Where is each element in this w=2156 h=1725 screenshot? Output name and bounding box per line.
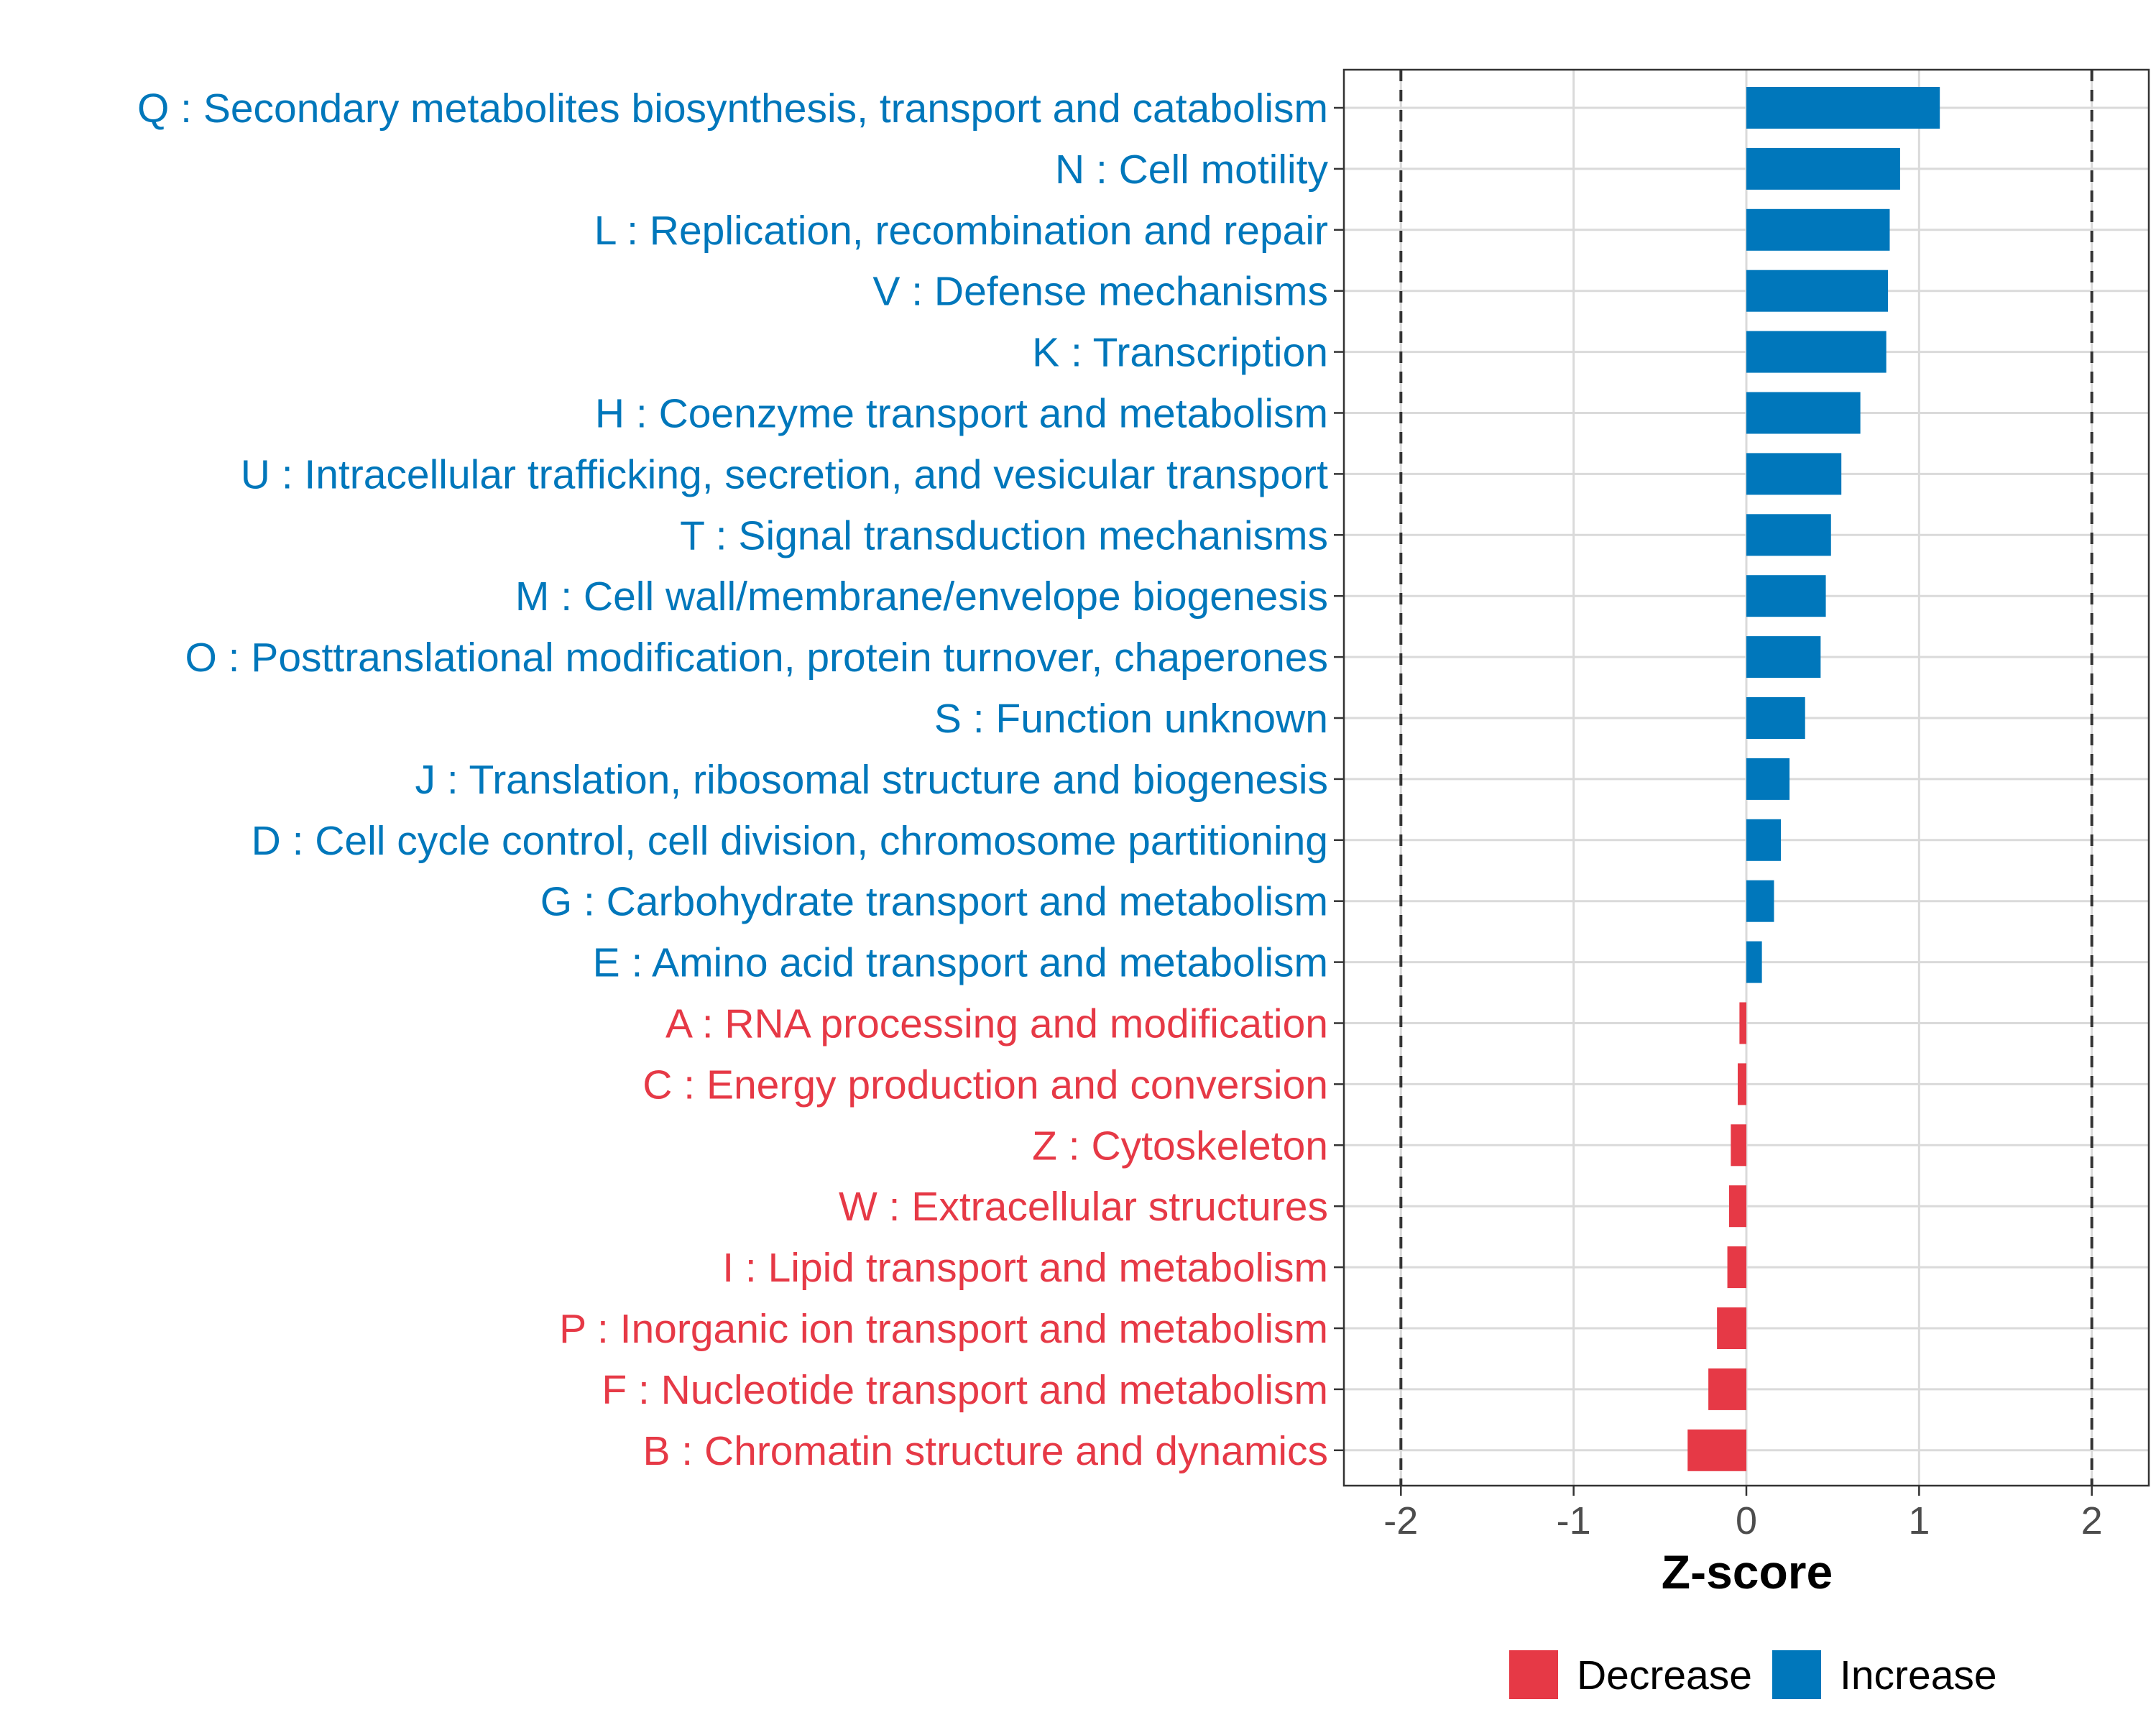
category-label: W : Extracellular structures	[839, 1184, 1328, 1230]
category-label: C : Energy production and conversion	[642, 1062, 1328, 1108]
legend-swatch	[1509, 1650, 1558, 1699]
reference-lines	[1399, 70, 2093, 1486]
x-tick-label: 2	[2081, 1499, 2103, 1542]
bar	[1739, 1002, 1746, 1044]
category-label: E : Amino acid transport and metabolism	[593, 940, 1328, 986]
category-label: J : Translation, ribosomal structure and…	[415, 757, 1328, 803]
bar	[1746, 636, 1821, 678]
category-label: Z : Cytoskeleton	[1032, 1123, 1328, 1169]
category-label: P : Inorganic ion transport and metaboli…	[559, 1306, 1328, 1352]
category-label: O : Posttranslational modification, prot…	[185, 635, 1328, 681]
category-label: T : Signal transduction mechanisms	[680, 512, 1328, 558]
bar	[1746, 331, 1886, 373]
category-label: K : Transcription	[1032, 330, 1328, 376]
bar	[1746, 819, 1782, 861]
category-label: D : Cell cycle control, cell division, c…	[252, 818, 1328, 864]
bar	[1708, 1368, 1746, 1410]
legend-label: Decrease	[1577, 1652, 1752, 1698]
x-tick-label: 1	[1908, 1499, 1930, 1542]
bar	[1731, 1124, 1746, 1167]
bar	[1746, 270, 1889, 312]
bar	[1746, 514, 1831, 556]
bar	[1746, 147, 1900, 190]
bar	[1746, 392, 1861, 434]
bar	[1728, 1185, 1746, 1228]
legend: Decrease Increase	[1509, 1650, 1997, 1699]
bar	[1746, 758, 1790, 800]
category-label: H : Coenzyme transport and metabolism	[595, 391, 1328, 437]
bars	[1687, 87, 1940, 1471]
category-label: F : Nucleotide transport and metabolism	[602, 1367, 1328, 1413]
category-label: U : Intracellular trafficking, secretion…	[241, 451, 1328, 497]
legend-label: Increase	[1840, 1652, 1997, 1698]
category-label: A : RNA processing and modification	[665, 1001, 1328, 1047]
category-label: L : Replication, recombination and repai…	[594, 208, 1328, 254]
category-label: S : Function unknown	[934, 696, 1328, 742]
bar	[1746, 941, 1762, 983]
category-label: V : Defense mechanisms	[872, 269, 1328, 315]
legend-swatch	[1772, 1650, 1821, 1699]
bar	[1717, 1307, 1746, 1349]
x-tick-label: -1	[1557, 1499, 1591, 1542]
bar	[1746, 880, 1774, 922]
bar	[1746, 208, 1890, 251]
x-axis-title: Z-score	[1662, 1545, 1833, 1598]
category-label: I : Lipid transport and metabolism	[722, 1245, 1328, 1291]
x-tick-label: -2	[1383, 1499, 1418, 1542]
bar	[1687, 1429, 1746, 1471]
bar	[1746, 453, 1842, 495]
category-label: Q : Secondary metabolites biosynthesis, …	[137, 86, 1328, 132]
x-axis: -2 -1 0 1 2	[1383, 1486, 2103, 1542]
bar	[1746, 697, 1805, 739]
bar	[1746, 87, 1940, 129]
bar	[1746, 575, 1826, 617]
category-label: M : Cell wall/membrane/envelope biogenes…	[515, 574, 1328, 620]
category-label: B : Chromatin structure and dynamics	[642, 1428, 1328, 1474]
category-label: N : Cell motility	[1055, 147, 1329, 193]
category-labels: Q : Secondary metabolites biosynthesis, …	[137, 86, 1344, 1474]
bar	[1727, 1246, 1746, 1289]
bar	[1737, 1063, 1746, 1105]
x-tick-label: 0	[1736, 1499, 1757, 1542]
category-label: G : Carbohydrate transport and metabolis…	[540, 879, 1328, 925]
